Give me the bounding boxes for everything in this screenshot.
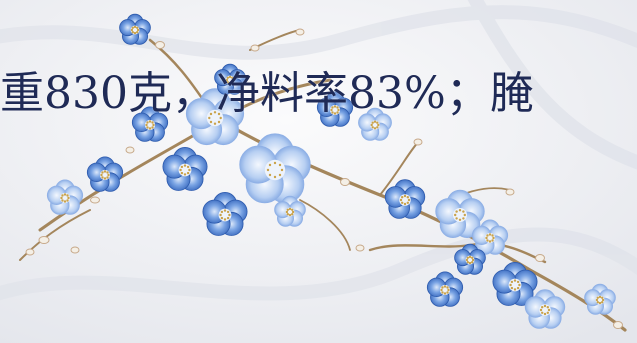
plum-blossom	[524, 289, 566, 329]
plum-blossom	[202, 191, 248, 236]
plum-blossom	[454, 243, 486, 275]
plum-blossom	[316, 91, 354, 127]
plum-blossom	[119, 13, 151, 45]
silk-folds	[0, 0, 637, 301]
plum-blossom	[162, 146, 208, 191]
plum-blossom	[584, 283, 616, 315]
plum-blossom	[46, 179, 84, 215]
plum-blossom	[185, 88, 245, 146]
buds	[25, 28, 623, 329]
blossoms	[46, 13, 616, 329]
plum-blossom	[131, 106, 169, 142]
plum-blossom	[214, 63, 246, 95]
plum-blossom	[426, 271, 464, 307]
plum-blossom	[492, 261, 538, 306]
plum-blossom	[239, 133, 311, 204]
plum-blossom	[358, 107, 392, 141]
plum-blossom	[86, 156, 124, 192]
plum-blossom	[274, 195, 306, 227]
caption-text: 重830克，净料率83%；腌	[0, 68, 534, 119]
plum-blossom	[384, 179, 426, 219]
